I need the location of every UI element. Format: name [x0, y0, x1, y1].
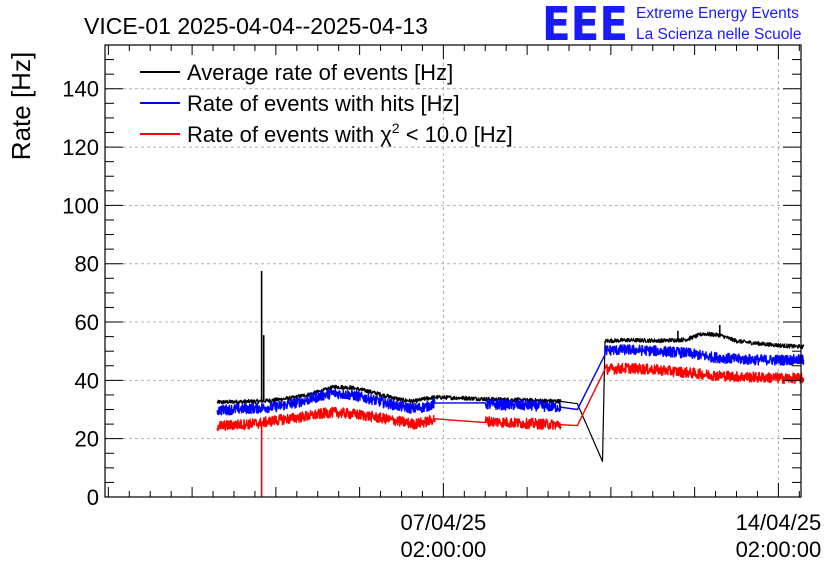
legend-label-chi2: Rate of events with χ2 < 10.0 [Hz]: [187, 120, 513, 147]
series-chi2-line: [216, 362, 805, 432]
axis-layer: 02040608010012014007/04/2502:00:0014/04/…: [62, 44, 822, 562]
grid-layer: [105, 45, 801, 497]
y-tick-label: 140: [62, 77, 99, 102]
y-tick-label: 120: [62, 135, 99, 160]
legend-label-average: Average rate of events [Hz]: [187, 60, 453, 85]
x-tick-label-date: 14/04/25: [736, 510, 822, 535]
legend-item-average: Average rate of events [Hz]: [140, 60, 453, 85]
eee-logo: EEE Extreme Energy Events La Scienza nel…: [542, 0, 801, 51]
y-axis-label: Rate [Hz]: [6, 52, 36, 160]
legend-item-hits: Rate of events with hits [Hz]: [140, 91, 460, 116]
legend-label-hits: Rate of events with hits [Hz]: [187, 91, 460, 116]
y-tick-label: 60: [75, 310, 99, 335]
eee-logo-mark: EEE: [542, 0, 628, 51]
y-tick-label: 0: [87, 485, 99, 510]
eee-logo-line2: La Scienza nelle Scuole: [636, 26, 801, 43]
legend: Average rate of events [Hz] Rate of even…: [140, 60, 513, 147]
chart-title: VICE-01 2025-04-04--2025-04-13: [84, 13, 428, 39]
plot-frame: [104, 44, 802, 498]
y-tick-label: 80: [75, 252, 99, 277]
series-layer: [216, 271, 805, 497]
eee-logo-line1: Extreme Energy Events: [636, 5, 799, 22]
series-average-line: [216, 331, 805, 462]
x-tick-label-time: 02:00:00: [401, 537, 487, 562]
y-tick-label: 20: [75, 427, 99, 452]
series-hits-line: [216, 344, 805, 416]
x-tick-label-date: 07/04/25: [401, 510, 487, 535]
legend-item-chi2: Rate of events with χ2 < 10.0 [Hz]: [140, 120, 513, 147]
y-tick-label: 40: [75, 368, 99, 393]
y-tick-label: 100: [62, 193, 99, 218]
x-tick-label-time: 02:00:00: [736, 537, 822, 562]
